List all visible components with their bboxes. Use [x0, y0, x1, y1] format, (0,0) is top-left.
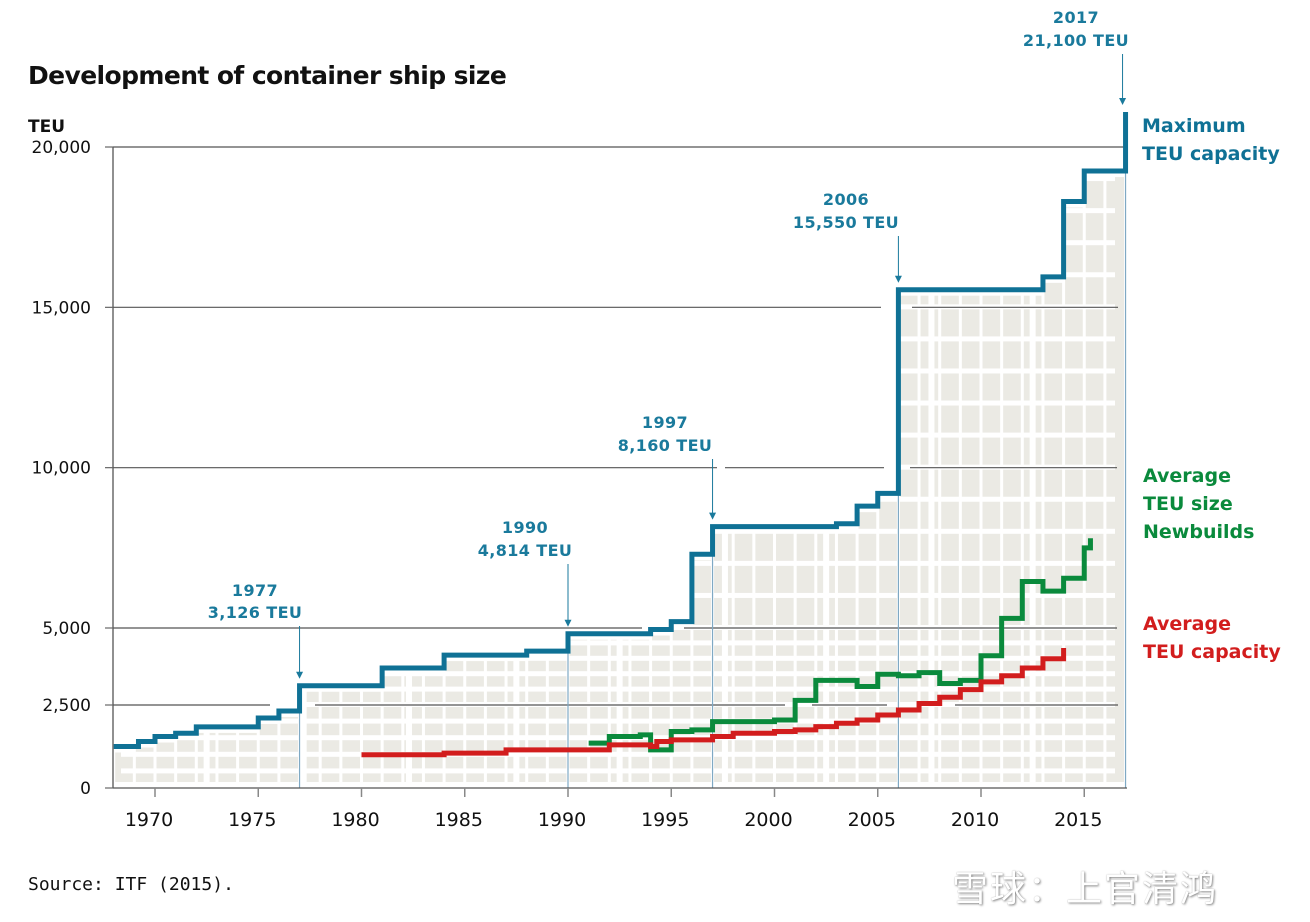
- panel-gap: [721, 100, 728, 782]
- panel-column: [1106, 177, 1125, 783]
- panel-column: [115, 752, 133, 782]
- x-tick-label: 2010: [951, 809, 999, 831]
- series-max-teu-capacity: [113, 112, 1129, 749]
- panel-gap: [616, 100, 623, 782]
- y-tick-label: 0: [80, 779, 91, 799]
- panel-column: [1065, 207, 1083, 783]
- legend-label: Average: [1143, 465, 1231, 487]
- annotation-year: 1990: [502, 518, 548, 537]
- annotation-value: 8,160 TEU: [618, 436, 713, 455]
- panel-column: [239, 732, 257, 782]
- x-tick-label: 2000: [744, 809, 792, 831]
- legend-label: TEU capacity: [1143, 641, 1281, 663]
- gridlines: [113, 146, 1127, 706]
- x-tick-label: 1980: [331, 809, 379, 831]
- panel-gap: [300, 100, 307, 782]
- annotation-arrow-head: [296, 671, 304, 679]
- y-tick-label: 20,000: [32, 138, 91, 158]
- panel-column: [590, 639, 608, 782]
- x-tick-label: 1970: [125, 809, 173, 831]
- panel-column: [280, 716, 299, 782]
- legend-label: TEU capacity: [1142, 143, 1280, 165]
- y-tick-label: 15,000: [32, 298, 91, 318]
- panel-column: [1085, 177, 1104, 783]
- annotation-value: 15,550 TEU: [793, 213, 899, 232]
- annotation-year: 1977: [232, 581, 278, 600]
- x-tick-label: 2005: [848, 809, 896, 831]
- panel-gap: [513, 100, 520, 782]
- annotation-year: 2017: [1053, 8, 1099, 27]
- legend-label: Maximum: [1142, 115, 1246, 137]
- panel-column: [693, 560, 712, 782]
- panel-gap: [823, 100, 830, 782]
- annotation-arrow-head: [564, 619, 572, 627]
- panel-gap: [405, 100, 412, 782]
- x-tick-label: 1995: [641, 809, 689, 831]
- annotation-year: 1997: [642, 413, 688, 432]
- panel-gap: [1029, 100, 1036, 782]
- panel-gap: [928, 100, 935, 782]
- x-tick-label: 2015: [1054, 809, 1102, 831]
- panel-column: [569, 639, 588, 782]
- annotation-value: 4,814 TEU: [478, 541, 573, 560]
- legend-label: Average: [1143, 613, 1231, 635]
- chart-title: Development of container ship size: [28, 61, 506, 90]
- watermark: 雪球：上官清鸿: [952, 869, 1219, 910]
- x-tick-label: 1985: [435, 809, 483, 831]
- source-note: Source: ITF (2015).: [28, 874, 234, 895]
- series-lines: [113, 112, 1129, 758]
- y-tick-label: 2,500: [42, 696, 91, 716]
- annotations: 1977 3,126 TEU 1990 4,814 TEU 1997 8,160 TEU 2…: [208, 8, 1129, 679]
- series-average-capacity: [361, 648, 1067, 758]
- annotation-arrow-head: [1119, 98, 1127, 105]
- annotation-value: 21,100 TEU: [1023, 31, 1129, 50]
- x-tick-label: 1990: [538, 809, 586, 831]
- panel-column: [631, 639, 650, 782]
- legend: Maximum TEU capacity Average TEU size Newbui…: [1142, 115, 1281, 663]
- annotation-year: 2006: [823, 190, 869, 209]
- panel-column: [218, 732, 237, 782]
- panel-column: [858, 512, 877, 782]
- annotation-arrow-head: [894, 275, 902, 283]
- panel-gap: [203, 100, 210, 782]
- x-tick-label: 1975: [228, 809, 276, 831]
- annotation-arrow-head: [709, 512, 717, 520]
- legend-label: TEU size: [1143, 493, 1233, 515]
- y-tick-label: 10,000: [32, 459, 91, 479]
- annotation-value: 3,126 TEU: [208, 603, 303, 622]
- y-tick-label: 5,000: [42, 619, 91, 639]
- y-axis-unit-label: TEU: [28, 117, 65, 137]
- y-axis-ticks: 0 2,500 5,000 10,000 15,000 20,000: [32, 138, 113, 799]
- panel-column: [156, 742, 175, 782]
- legend-label: Newbuilds: [1143, 521, 1254, 543]
- x-axis-ticks: 1970 1975 1980 1985 1990 1995 2000 2005 2010 2015: [125, 788, 1102, 831]
- panel-column: [177, 739, 195, 782]
